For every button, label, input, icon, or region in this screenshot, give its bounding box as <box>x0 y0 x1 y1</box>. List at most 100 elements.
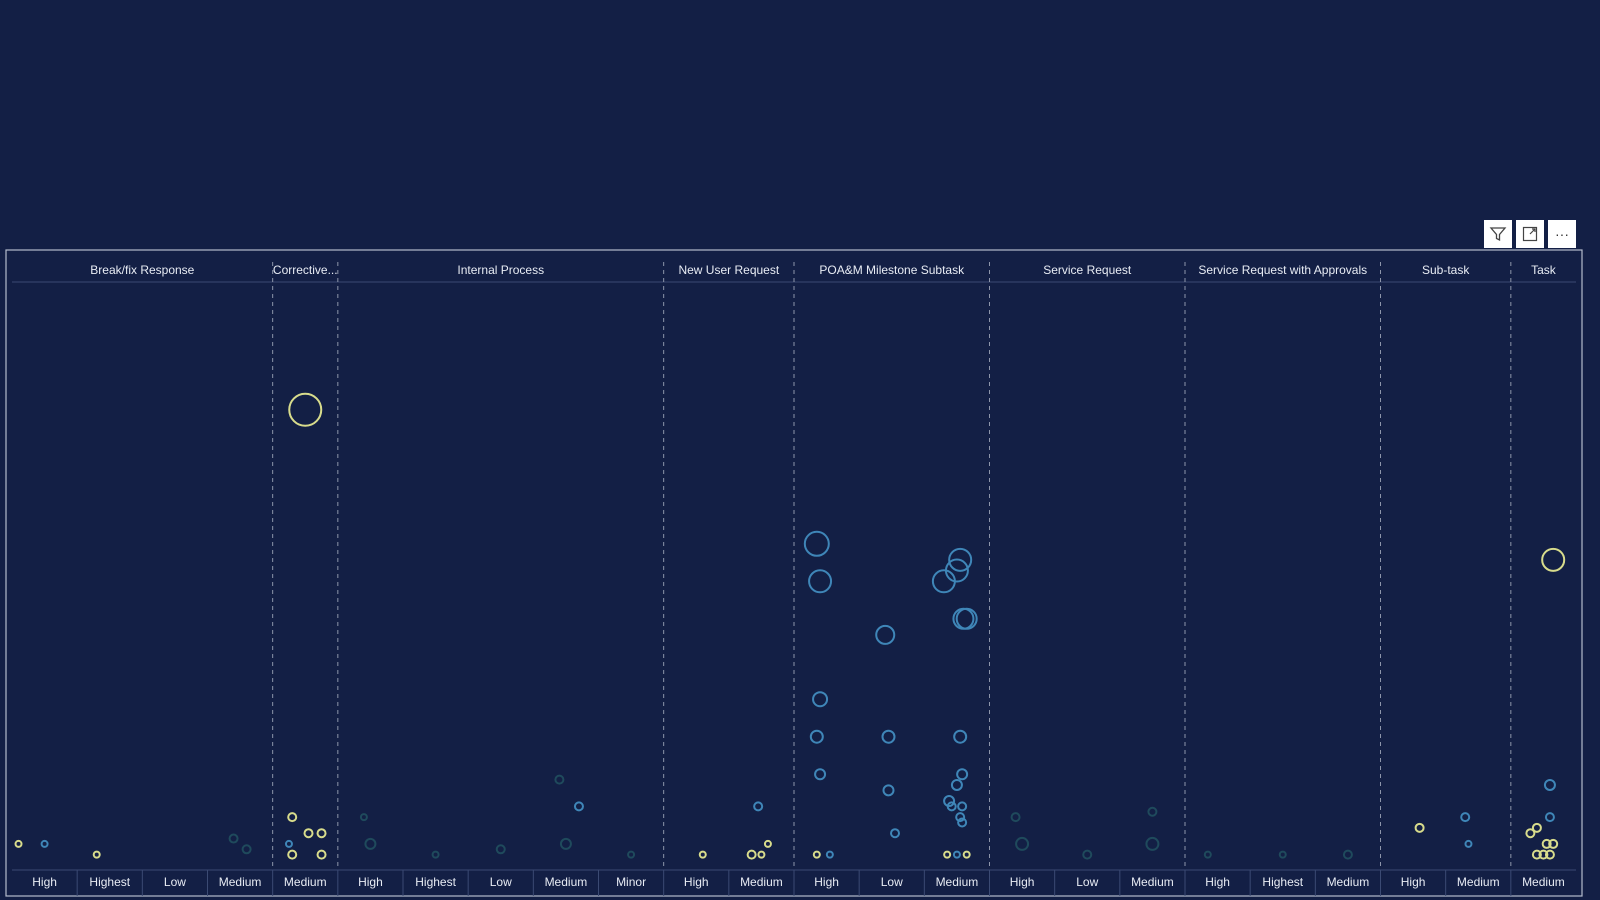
scatter-point[interactable] <box>1531 822 1542 833</box>
group-label: Break/fix Response <box>90 263 194 277</box>
scatter-point[interactable] <box>943 795 956 808</box>
scatter-point[interactable] <box>952 850 961 859</box>
scatter-point[interactable] <box>809 729 824 744</box>
scatter-point[interactable] <box>957 801 968 812</box>
category-tick-label: Medium <box>1457 875 1500 889</box>
category-tick-label: Highest <box>89 875 130 889</box>
category-tick-label: Medium <box>1522 875 1565 889</box>
scatter-point[interactable] <box>241 844 252 855</box>
scatter-point[interactable] <box>1015 836 1030 851</box>
category-tick-label: High <box>1401 875 1426 889</box>
scatter-point[interactable] <box>1145 836 1160 851</box>
scatter-point[interactable] <box>953 729 968 744</box>
scatter-point[interactable] <box>495 844 506 855</box>
scatter-point[interactable] <box>287 812 298 823</box>
scatter-point[interactable] <box>316 849 327 860</box>
scatter-point[interactable] <box>431 850 440 859</box>
scatter-point[interactable] <box>753 801 764 812</box>
scatter-point[interactable] <box>1538 849 1549 860</box>
focus-mode-icon[interactable] <box>1516 220 1544 248</box>
scatter-point[interactable] <box>364 837 377 850</box>
category-tick-label: Medium <box>1327 875 1370 889</box>
scatter-point[interactable] <box>1342 849 1353 860</box>
scatter-point[interactable] <box>1460 812 1471 823</box>
scatter-point[interactable] <box>812 850 821 859</box>
scatter-point[interactable] <box>1544 812 1555 823</box>
category-tick-label: Medium <box>1131 875 1174 889</box>
scatter-point[interactable] <box>814 768 827 781</box>
scatter-point[interactable] <box>946 801 957 812</box>
scatter-point[interactable] <box>288 392 323 427</box>
scatter-point[interactable] <box>1147 806 1158 817</box>
group-label: New User Request <box>678 263 779 277</box>
scatter-point[interactable] <box>962 850 971 859</box>
scatter-point[interactable] <box>875 624 896 645</box>
scatter-point[interactable] <box>303 828 314 839</box>
scatter-point[interactable] <box>950 778 963 791</box>
scatter-point[interactable] <box>1548 838 1559 849</box>
scatter-point[interactable] <box>1464 839 1473 848</box>
category-tick-label: High <box>32 875 57 889</box>
category-tick-label: Low <box>490 875 512 889</box>
group-label: Corrective... <box>273 263 338 277</box>
scatter-point[interactable] <box>284 839 293 848</box>
scatter-point[interactable] <box>825 850 834 859</box>
scatter-point[interactable] <box>92 850 101 859</box>
scatter-point[interactable] <box>40 839 49 848</box>
scatter-point[interactable] <box>943 850 952 859</box>
scatter-point[interactable] <box>1531 849 1542 860</box>
scatter-point[interactable] <box>1203 850 1212 859</box>
category-tick-label: High <box>1010 875 1035 889</box>
scatter-point[interactable] <box>803 530 830 557</box>
scatter-point[interactable] <box>956 768 969 781</box>
group-label: Task <box>1531 263 1557 277</box>
scatter-point[interactable] <box>698 850 707 859</box>
scatter-point[interactable] <box>1543 778 1556 791</box>
scatter-point[interactable] <box>955 607 978 630</box>
scatter-point[interactable] <box>1541 838 1552 849</box>
scatter-point[interactable] <box>1544 849 1555 860</box>
scatter-point[interactable] <box>1541 547 1566 572</box>
scatter-point[interactable] <box>957 817 968 828</box>
category-tick-label: Medium <box>219 875 262 889</box>
scatter-point[interactable] <box>1414 822 1425 833</box>
scatter-point[interactable] <box>944 558 969 583</box>
scatter-point[interactable] <box>1010 812 1021 823</box>
scatter-point[interactable] <box>763 839 772 848</box>
scatter-point[interactable] <box>757 850 766 859</box>
category-tick-label: Medium <box>545 875 588 889</box>
scatter-point[interactable] <box>573 801 584 812</box>
scatter-point[interactable] <box>1082 849 1093 860</box>
scatter-point[interactable] <box>627 850 636 859</box>
category-tick-label: High <box>1205 875 1230 889</box>
scatter-point[interactable] <box>890 828 901 839</box>
scatter-point[interactable] <box>955 812 966 823</box>
group-label: Service Request <box>1043 263 1132 277</box>
category-tick-label: Highest <box>415 875 456 889</box>
group-label: Sub-task <box>1422 263 1470 277</box>
scatter-point[interactable] <box>881 729 896 744</box>
scatter-point[interactable] <box>14 839 23 848</box>
category-tick-label: Medium <box>284 875 327 889</box>
scatter-point[interactable] <box>812 691 829 708</box>
category-tick-label: High <box>684 875 709 889</box>
scatter-point[interactable] <box>1525 828 1536 839</box>
scatter-point[interactable] <box>316 828 327 839</box>
filter-icon[interactable] <box>1484 220 1512 248</box>
scatter-point[interactable] <box>359 813 368 822</box>
scatter-point[interactable] <box>808 569 833 594</box>
scatter-point[interactable] <box>1278 850 1287 859</box>
scatter-point[interactable] <box>746 849 757 860</box>
scatter-point[interactable] <box>559 837 572 850</box>
category-tick-label: Low <box>1076 875 1098 889</box>
scatter-point[interactable] <box>948 547 973 572</box>
category-tick-label: High <box>358 875 383 889</box>
more-options-icon[interactable]: ··· <box>1548 220 1576 248</box>
scatter-point[interactable] <box>554 774 565 785</box>
category-tick-label: Low <box>164 875 186 889</box>
scatter-point[interactable] <box>287 849 298 860</box>
scatter-point[interactable] <box>882 784 895 797</box>
group-label: POA&M Milestone Subtask <box>819 263 965 277</box>
scatter-point[interactable] <box>228 833 239 844</box>
